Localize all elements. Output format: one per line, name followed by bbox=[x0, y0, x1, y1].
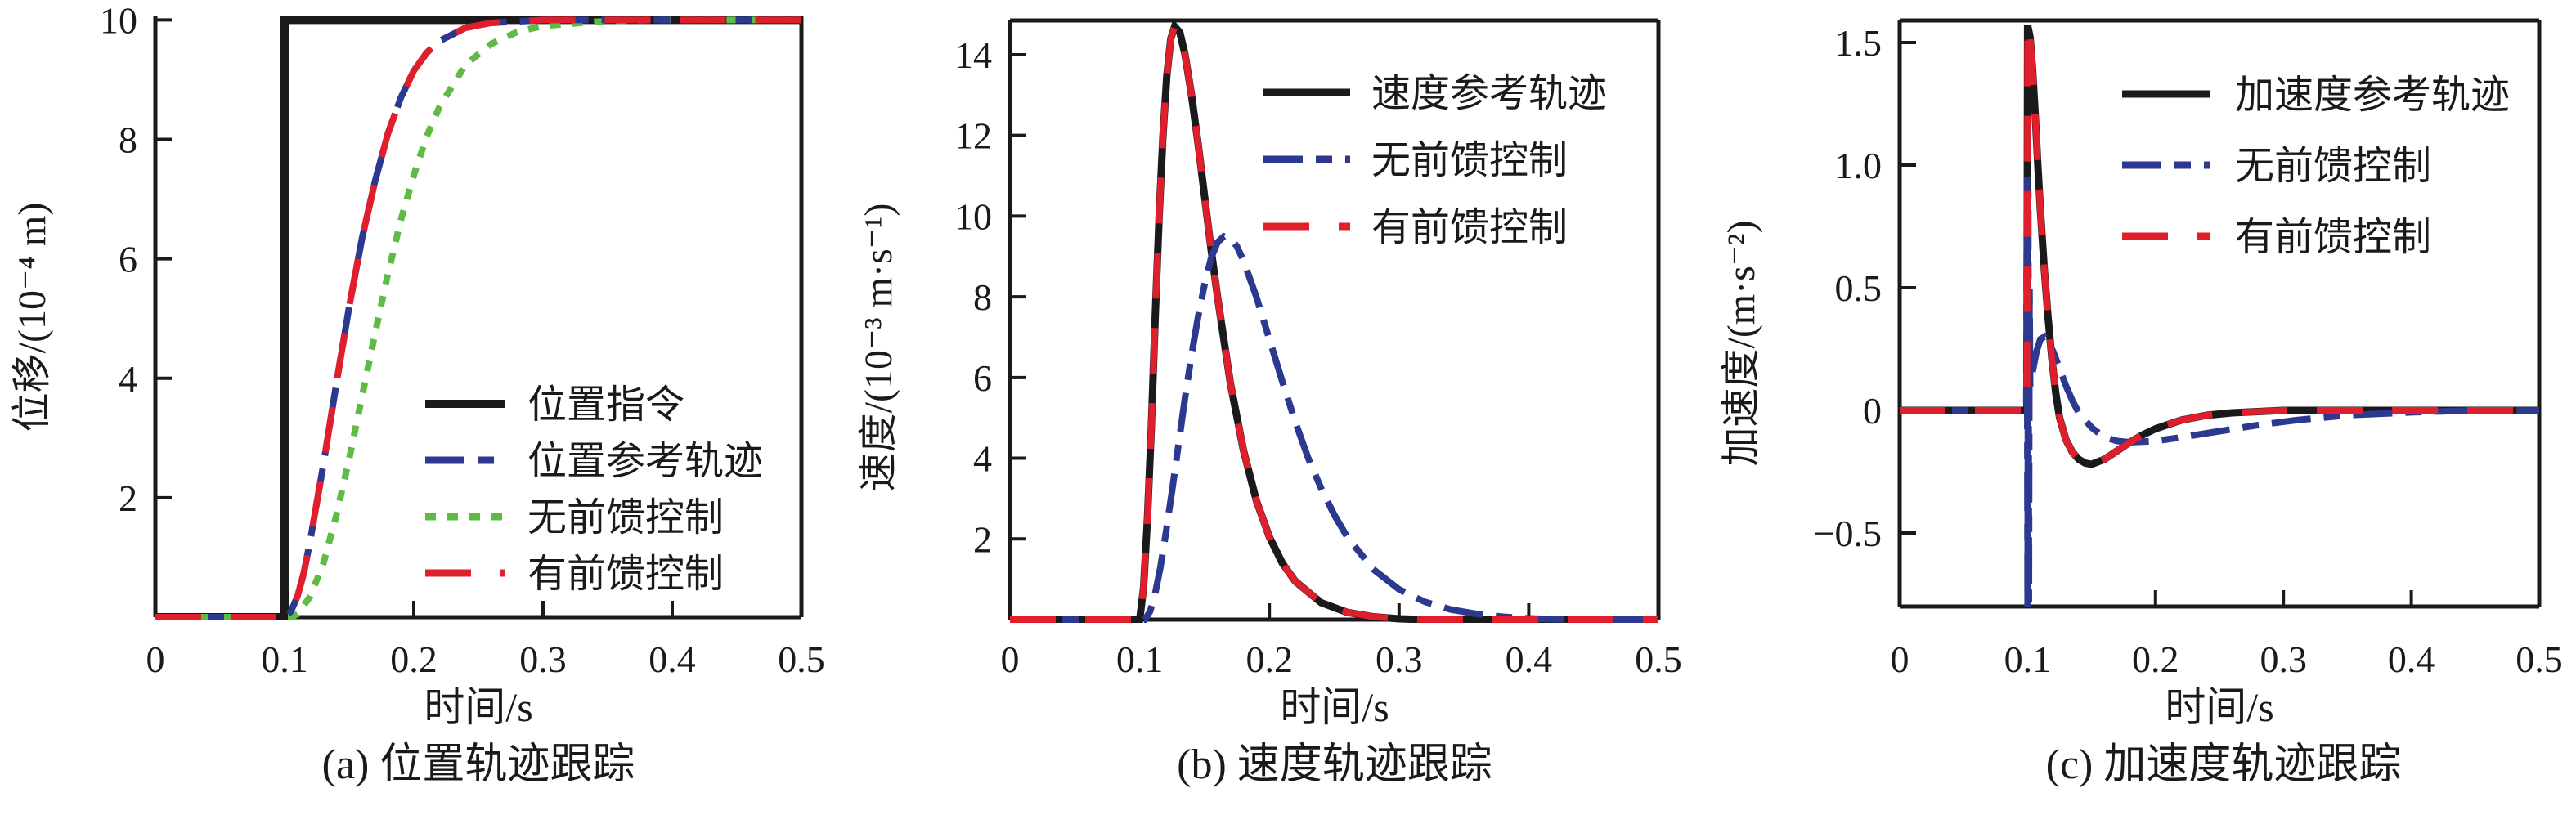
x-tick-label: 0 bbox=[146, 638, 165, 680]
chart-c: 0 0.1 0.2 0.3 0.4 0.5 −0.5 0 0.5 1.0 1.5 加速度参考轨迹无前馈… bbox=[1720, 18, 2563, 788]
legend-label: 有前馈控制 bbox=[1371, 206, 1568, 249]
legend-label: 加速度参考轨迹 bbox=[2235, 74, 2510, 117]
subplot-caption: (b) 速度轨迹跟踪 bbox=[1177, 741, 1492, 788]
series-a-3 bbox=[155, 16, 801, 620]
legend-label: 无前馈控制 bbox=[1371, 139, 1568, 182]
y-tick-label: 4 bbox=[119, 358, 137, 400]
y-tick-label: 1.5 bbox=[1835, 22, 1883, 64]
y-tick-label: 1.0 bbox=[1835, 145, 1883, 186]
x-tick-label: 0.5 bbox=[1635, 638, 1682, 680]
x-tick-label: 0 bbox=[1891, 638, 1910, 680]
x-axis-title: 时间/s bbox=[2165, 684, 2273, 730]
subplot-caption: (a) 位置轨迹跟踪 bbox=[322, 741, 635, 788]
y-tick-label: 0 bbox=[1863, 390, 1882, 432]
x-tick-label: 0.3 bbox=[1376, 638, 1423, 680]
y-tick-label: 12 bbox=[954, 115, 992, 157]
x-tick-label: 0.4 bbox=[648, 638, 696, 680]
y-tick-label: 8 bbox=[973, 276, 992, 318]
x-tick-label: 0.4 bbox=[1506, 638, 1553, 680]
y-tick-label: 8 bbox=[119, 119, 137, 161]
x-tick-label: 0.2 bbox=[2132, 638, 2179, 680]
chart-b: 0 0.1 0.2 0.3 0.4 0.5 2 4 6 8 10 12 14 速度参考轨迹无前馈控制有前馈… bbox=[857, 18, 1682, 788]
series-c-2 bbox=[1900, 25, 2539, 468]
legend-label: 速度参考轨迹 bbox=[1371, 72, 1607, 115]
x-tick-label: 0.1 bbox=[1116, 638, 1164, 680]
x-tick-label: 0.1 bbox=[261, 638, 308, 680]
x-tick-label: 0.3 bbox=[2260, 638, 2307, 680]
y-tick-label: 0.5 bbox=[1835, 267, 1883, 309]
subplot-caption: (c) 加速度轨迹跟踪 bbox=[2046, 741, 2402, 788]
x-axis-title: 时间/s bbox=[424, 684, 532, 730]
y-tick-label: 2 bbox=[119, 477, 137, 519]
x-tick-label: 0.3 bbox=[519, 638, 567, 680]
legend-label: 无前馈控制 bbox=[2235, 145, 2431, 188]
y-axis-title: 速度/(10⁻³ m·s⁻¹) bbox=[857, 204, 900, 492]
legend-label: 有前馈控制 bbox=[2235, 216, 2431, 259]
chart-a: 0 0.1 0.2 0.3 0.4 0.5 2 4 6 8 10 位置指令位置参考轨迹无前馈控制有前馈… bbox=[11, 0, 825, 788]
y-axis-title: 位移/(10⁻⁴ m) bbox=[11, 203, 54, 432]
series-b-2 bbox=[1010, 20, 1658, 623]
y-tick-label: 14 bbox=[954, 34, 992, 76]
y-tick-label: 2 bbox=[973, 518, 992, 560]
x-tick-label: 0.4 bbox=[2388, 638, 2435, 680]
y-tick-label: 10 bbox=[954, 195, 992, 237]
y-axis-title: 加速度/(m·s⁻²) bbox=[1720, 220, 1763, 466]
x-tick-label: 0.5 bbox=[778, 638, 825, 680]
legend-label: 有前馈控制 bbox=[527, 553, 724, 596]
legend-label: 无前馈控制 bbox=[527, 496, 724, 540]
x-tick-label: 0.1 bbox=[2004, 638, 2052, 680]
series-b-1 bbox=[1010, 232, 1658, 623]
y-tick-label: 6 bbox=[119, 239, 137, 280]
y-tick-label: −0.5 bbox=[1814, 513, 1882, 554]
legend-label: 位置指令 bbox=[527, 383, 684, 427]
legend-label: 位置参考轨迹 bbox=[527, 440, 763, 483]
x-tick-label: 0 bbox=[1001, 638, 1020, 680]
y-tick-label: 6 bbox=[973, 357, 992, 399]
x-tick-label: 0.2 bbox=[390, 638, 438, 680]
x-tick-label: 0.5 bbox=[2515, 638, 2563, 680]
x-axis-title: 时间/s bbox=[1280, 684, 1389, 730]
x-tick-label: 0.2 bbox=[1245, 638, 1293, 680]
series-c-1 bbox=[1900, 177, 2539, 607]
series-b-0 bbox=[1010, 19, 1658, 623]
series-a-2 bbox=[155, 16, 801, 620]
y-tick-label: 10 bbox=[100, 0, 137, 41]
y-tick-label: 4 bbox=[973, 438, 992, 480]
